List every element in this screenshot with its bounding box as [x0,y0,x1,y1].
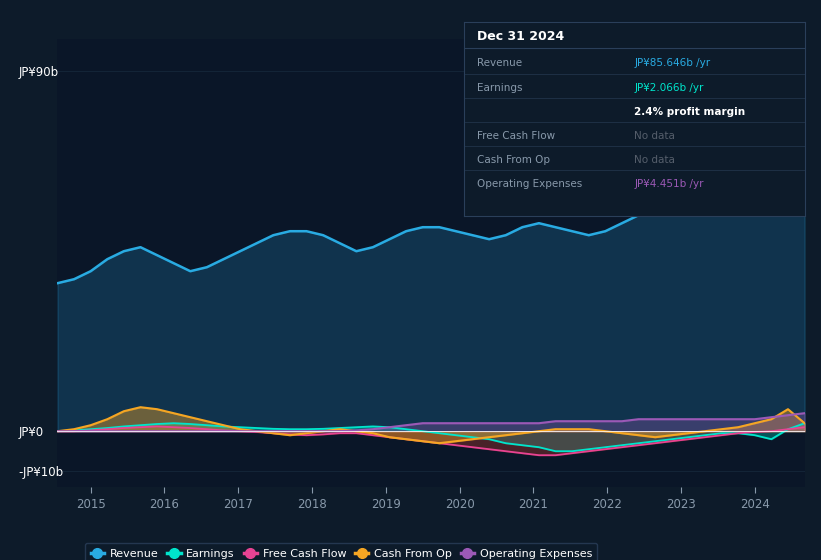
Text: JP¥4.451b /yr: JP¥4.451b /yr [635,179,704,189]
Text: Free Cash Flow: Free Cash Flow [478,131,556,141]
Text: Cash From Op: Cash From Op [478,155,551,165]
Text: JP¥2.066b /yr: JP¥2.066b /yr [635,83,704,92]
Text: Earnings: Earnings [478,83,523,92]
Text: 2.4% profit margin: 2.4% profit margin [635,107,745,116]
Text: No data: No data [635,131,675,141]
Legend: Revenue, Earnings, Free Cash Flow, Cash From Op, Operating Expenses: Revenue, Earnings, Free Cash Flow, Cash … [85,543,598,560]
Text: Operating Expenses: Operating Expenses [478,179,583,189]
Text: No data: No data [635,155,675,165]
Text: JP¥85.646b /yr: JP¥85.646b /yr [635,58,710,68]
Text: Revenue: Revenue [478,58,523,68]
Text: Dec 31 2024: Dec 31 2024 [478,30,565,43]
